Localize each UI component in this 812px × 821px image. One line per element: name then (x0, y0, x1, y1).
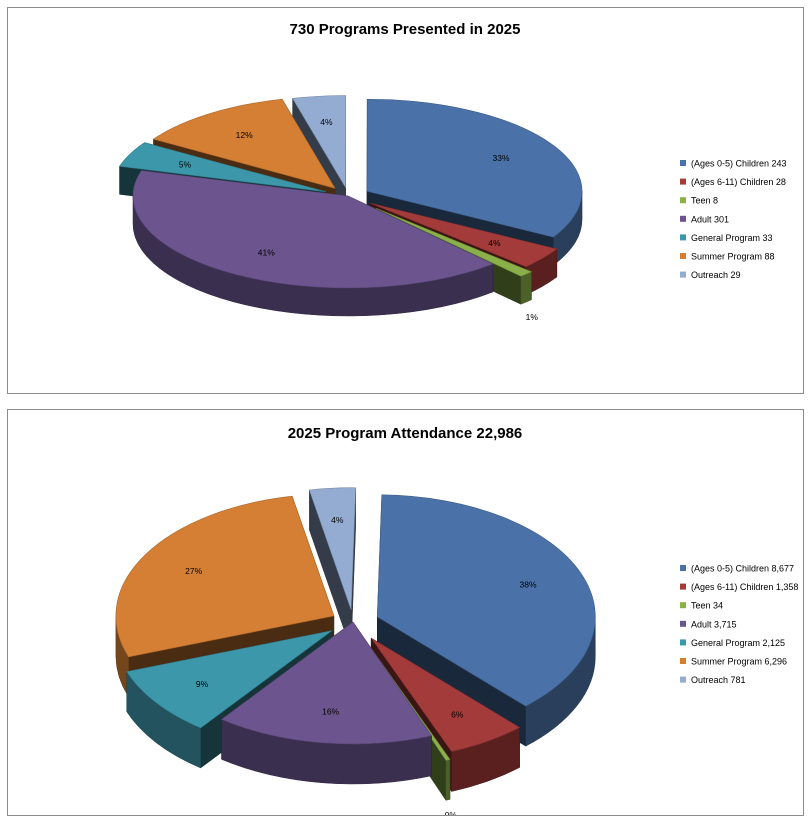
chart-title: 730 Programs Presented in 2025 (290, 21, 521, 38)
legend-swatch (680, 620, 686, 627)
slice-percent-label: 41% (258, 247, 275, 257)
slice-percent-label: 9% (196, 679, 209, 689)
legend-label: Teen 8 (691, 196, 718, 206)
legend-label: (Ages 0-5) Children 8,677 (691, 564, 794, 574)
legend-swatch (680, 565, 686, 571)
legend-swatch (680, 583, 686, 590)
legend-label: General Program 33 (691, 233, 773, 243)
legend-label: Adult 301 (691, 214, 729, 224)
slice-percent-label: 12% (236, 130, 253, 140)
legend: (Ages 0-5) Children 8,677 (Ages 6-11) Chi… (680, 564, 798, 685)
slice-percent-label: 4% (331, 515, 344, 525)
legend-swatch (680, 271, 686, 278)
legend-label: Outreach 781 (691, 675, 746, 685)
legend: (Ages 0-5) Children 243 (Ages 6-11) Child… (680, 159, 787, 280)
slice-percent-label: 38% (520, 580, 537, 590)
legend-swatch (680, 658, 686, 664)
chart-title: 2025 Program Attendance 22,986 (288, 425, 523, 442)
legend-swatch (680, 602, 686, 609)
legend-label: Teen 34 (691, 601, 723, 611)
slice-percent-label: 0% (445, 810, 458, 815)
slice-percent-label: 1% (526, 312, 539, 322)
legend-label: (Ages 0-5) Children 243 (691, 159, 787, 169)
slice-percent-label: 4% (488, 238, 501, 248)
legend-swatch (680, 197, 686, 204)
slice-percent-label: 33% (493, 153, 510, 163)
legend-label: Summer Program 6,296 (691, 657, 787, 667)
legend-label: Outreach 29 (691, 270, 741, 280)
programs-pie-chart: 730 Programs Presented in 2025 33% 4% 1% 41%… (118, 21, 787, 322)
pie-slice-outreach (308, 487, 356, 650)
legend-label: (Ages 6-11) Children 28 (691, 177, 786, 187)
legend-swatch (680, 234, 686, 241)
slice-percent-label: 16% (322, 706, 339, 716)
slice-percent-label: 4% (320, 117, 333, 127)
slice-percent-label: 27% (185, 566, 202, 576)
legend-swatch (680, 639, 686, 646)
attendance-pie-chart: 2025 Program Attendance 22,986 38% 6% 0% 16%… (115, 425, 798, 815)
legend-label: General Program 2,125 (691, 638, 785, 648)
legend-swatch (680, 160, 686, 166)
programs-presented-chart: 730 Programs Presented in 2025 33% 4% 1% 41%… (7, 7, 804, 394)
slice-percent-label: 5% (179, 160, 192, 170)
pie-slice-adult (220, 621, 433, 785)
legend-swatch (680, 253, 686, 259)
legend-label: Adult 3,715 (691, 619, 737, 629)
legend-swatch (680, 178, 686, 185)
legend-label: Summer Program 88 (691, 252, 775, 262)
slice-percent-label: 6% (451, 709, 464, 719)
legend-label: (Ages 6-11) Children 1,358 (691, 582, 798, 592)
pie-slice-adult (132, 170, 494, 317)
program-attendance-chart: 2025 Program Attendance 22,986 38% 6% 0% 16%… (7, 409, 804, 816)
legend-swatch (680, 676, 686, 683)
legend-swatch (680, 215, 686, 222)
